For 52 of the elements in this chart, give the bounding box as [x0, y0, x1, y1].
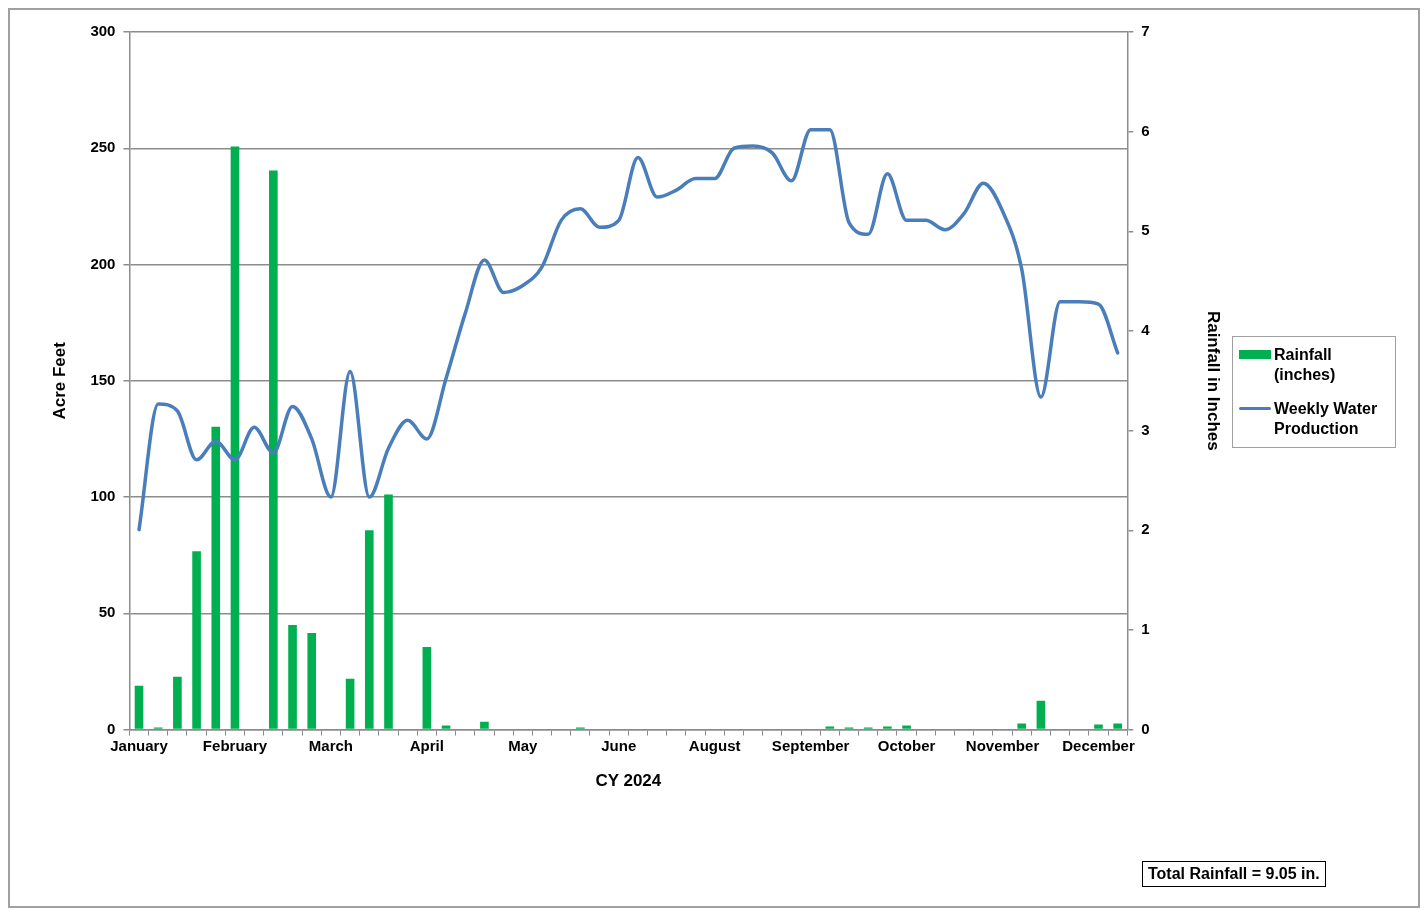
y2-tick-label: 0: [1141, 719, 1150, 737]
bar: [883, 726, 892, 729]
y2-tick-label: 4: [1141, 321, 1151, 339]
x-tick-label: December: [1062, 736, 1135, 754]
x-tick-label: October: [877, 736, 936, 754]
bar: [1017, 723, 1027, 729]
y-tick-label: 300: [90, 22, 116, 40]
legend-label: Weekly Water Production: [1274, 399, 1379, 439]
y2-tick-label: 7: [1141, 22, 1150, 40]
text: Total Rainfall = 9.05 in.: [1142, 861, 1326, 887]
x-tick-label: February: [202, 736, 268, 754]
bar: [422, 646, 432, 729]
y2-tick-label: 2: [1141, 520, 1150, 538]
y2-tick-label: 3: [1141, 420, 1150, 438]
bar: [1036, 700, 1046, 729]
bar: [384, 494, 393, 729]
y-tick-label: 250: [90, 138, 116, 156]
bar: [1094, 724, 1103, 729]
y2-tick-label: 1: [1141, 620, 1150, 638]
y-axis-title: Acre Feet: [49, 341, 69, 420]
line-series: [137, 127, 1120, 532]
bar: [364, 530, 374, 729]
x-tick-label: August: [688, 736, 741, 754]
bar: [307, 632, 317, 729]
y-tick-label: 50: [98, 603, 116, 621]
y-tick-label: 0: [107, 719, 116, 737]
y-tick-label: 150: [90, 370, 116, 388]
x-axis-title: CY 2024: [595, 771, 662, 791]
legend-label: Rainfall (inches): [1274, 345, 1337, 385]
bar: [902, 725, 911, 729]
y2-axis-title: Rainfall in Inches: [1204, 310, 1224, 451]
x-tick-label: January: [110, 736, 169, 754]
bar: [1113, 723, 1122, 729]
bar: [192, 551, 201, 729]
x-tick-label: May: [508, 736, 539, 754]
y2-tick-label: 6: [1141, 121, 1150, 139]
bar: [173, 676, 182, 729]
bar: [288, 624, 297, 729]
bar: [134, 685, 144, 729]
y-tick-label: 100: [90, 487, 116, 505]
y2-tick-label: 5: [1141, 221, 1150, 239]
x-tick-label: November: [965, 736, 1040, 754]
bar: [269, 170, 278, 729]
bar: [345, 678, 355, 729]
x-tick-label: April: [409, 736, 444, 754]
y-tick-label: 200: [90, 254, 116, 272]
bar: [211, 426, 221, 729]
x-tick-label: March: [308, 736, 354, 754]
x-tick-label: September: [771, 736, 850, 754]
x-tick-label: June: [601, 736, 637, 754]
bar: [480, 721, 489, 729]
bar: [230, 146, 240, 729]
